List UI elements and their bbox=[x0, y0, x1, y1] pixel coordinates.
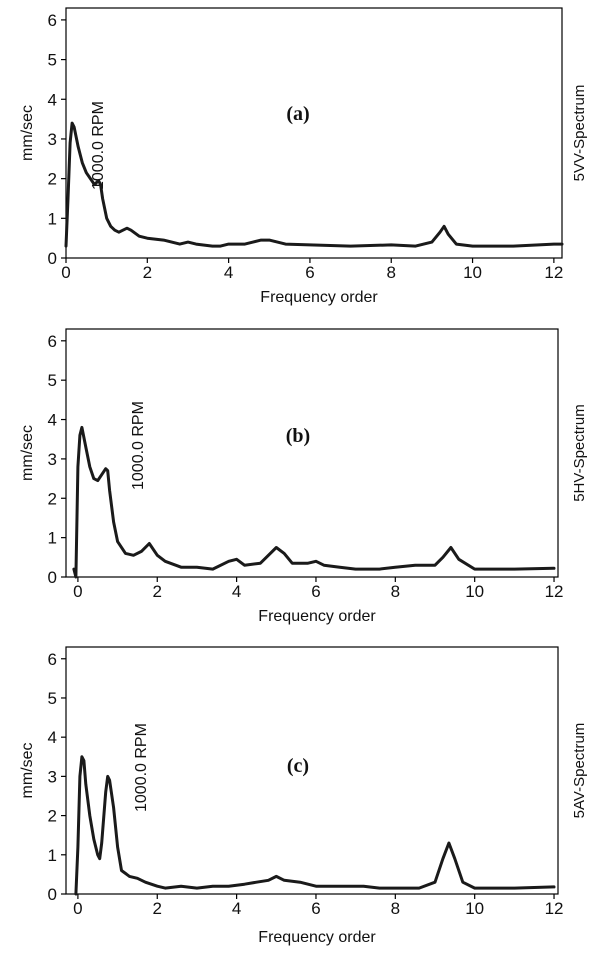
spectrum-series-line bbox=[64, 121, 564, 248]
x-tick-label: 0 bbox=[61, 263, 70, 282]
y-tick-label: 4 bbox=[48, 411, 57, 430]
y-tick-label: 1 bbox=[48, 846, 57, 865]
x-tick-label: 2 bbox=[153, 899, 162, 918]
x-tick-label: 8 bbox=[391, 899, 400, 918]
x-tick-label: 4 bbox=[224, 263, 233, 282]
x-tick-label: 8 bbox=[387, 263, 396, 282]
x-tick-label: 10 bbox=[463, 263, 482, 282]
y-tick-label: 2 bbox=[48, 807, 57, 826]
x-tick-label: 6 bbox=[311, 582, 320, 601]
x-tick-label: 10 bbox=[465, 899, 484, 918]
y-tick-label: 3 bbox=[48, 130, 57, 149]
x-axis-label: Frequency order bbox=[260, 289, 378, 306]
x-tick-label: 2 bbox=[153, 582, 162, 601]
x-tick-label: 12 bbox=[545, 582, 564, 601]
plot-frame bbox=[65, 328, 559, 578]
rpm-annotation: 1000.0 RPM bbox=[133, 723, 150, 812]
x-tick-label: 10 bbox=[465, 582, 484, 601]
y-tick-label: 1 bbox=[48, 209, 57, 228]
rpm-annotation: 1000.0 RPM bbox=[90, 101, 107, 190]
y-tick-label: 6 bbox=[48, 11, 57, 30]
y-axis-label: mm/sec bbox=[19, 425, 36, 481]
y-tick-label: 2 bbox=[48, 170, 57, 189]
x-axis-label: Frequency order bbox=[258, 929, 376, 946]
y-tick-label: 0 bbox=[48, 568, 57, 587]
y-tick-label: 6 bbox=[48, 332, 57, 351]
spectrum-side-label: 5HV-Spectrum bbox=[571, 404, 588, 502]
x-tick-label: 4 bbox=[232, 899, 241, 918]
y-tick-label: 5 bbox=[48, 371, 57, 390]
x-tick-label: 12 bbox=[544, 263, 563, 282]
y-tick-label: 0 bbox=[48, 885, 57, 904]
y-tick-label: 6 bbox=[48, 650, 57, 669]
panel-label: (a) bbox=[286, 103, 309, 125]
y-tick-label: 5 bbox=[48, 51, 57, 70]
rpm-annotation: 1000.0 RPM bbox=[130, 401, 147, 490]
y-tick-label: 5 bbox=[48, 689, 57, 708]
x-tick-label: 0 bbox=[73, 899, 82, 918]
y-tick-label: 1 bbox=[48, 529, 57, 548]
y-tick-label: 0 bbox=[48, 249, 57, 268]
spectrum-side-label: 5AV-Spectrum bbox=[571, 723, 588, 819]
y-tick-label: 4 bbox=[48, 90, 57, 109]
x-tick-label: 6 bbox=[311, 899, 320, 918]
x-axis-label: Frequency order bbox=[258, 608, 376, 625]
y-tick-label: 4 bbox=[48, 728, 57, 747]
spectrum-series-line bbox=[74, 755, 556, 896]
plot-frame bbox=[65, 646, 559, 895]
x-tick-label: 0 bbox=[73, 582, 82, 601]
y-axis-label: mm/sec bbox=[19, 743, 36, 799]
y-axis-label: mm/sec bbox=[19, 105, 36, 161]
spectrum-side-label: 5VV-Spectrum bbox=[571, 85, 588, 182]
x-tick-label: 2 bbox=[143, 263, 152, 282]
x-tick-label: 4 bbox=[232, 582, 241, 601]
spectrum-series-line bbox=[72, 425, 556, 579]
y-tick-label: 2 bbox=[48, 489, 57, 508]
x-tick-label: 12 bbox=[545, 899, 564, 918]
panel-label: (b) bbox=[286, 425, 310, 447]
x-tick-label: 6 bbox=[305, 263, 314, 282]
panel-label: (c) bbox=[287, 755, 309, 777]
y-tick-label: 3 bbox=[48, 450, 57, 469]
y-tick-label: 3 bbox=[48, 767, 57, 786]
plot-frame bbox=[65, 7, 563, 259]
x-tick-label: 8 bbox=[391, 582, 400, 601]
